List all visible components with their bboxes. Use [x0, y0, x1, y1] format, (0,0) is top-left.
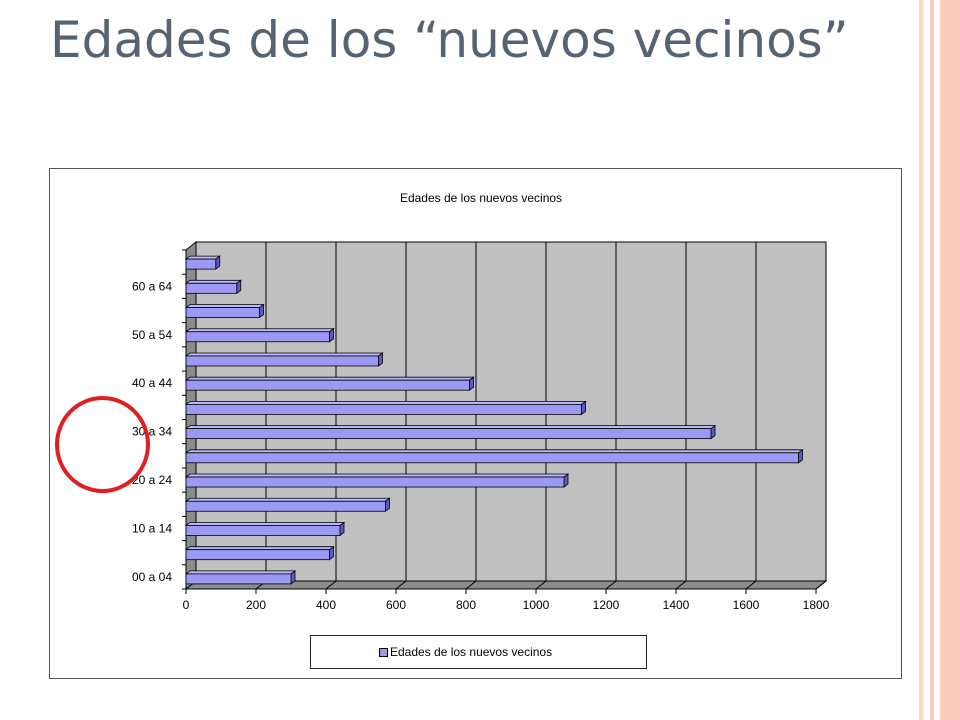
x-tick-label: 1000	[523, 598, 550, 612]
decorative-stripe	[940, 0, 960, 720]
x-tick-label: 1200	[593, 598, 620, 612]
bar-top-face	[184, 255, 221, 260]
bar-top-face	[184, 497, 391, 502]
x-tick-label: 0	[183, 598, 190, 612]
plot-side-wall	[185, 240, 197, 591]
x-tick-label: 1400	[663, 598, 690, 612]
chart-frame: Edades de los nuevos vecinos 0 200 400 600 80…	[49, 168, 902, 679]
bar	[185, 573, 292, 585]
bar	[185, 258, 217, 270]
bar	[185, 549, 330, 561]
legend-label: Edades de los nuevos vecinos	[390, 645, 553, 659]
x-tick-label: 200	[246, 598, 266, 612]
gridline-floor	[395, 580, 407, 590]
chart-legend: Edades de los nuevos vecinos	[310, 635, 647, 669]
decorative-stripe	[919, 0, 923, 720]
bar-top-face	[184, 328, 335, 333]
bar-top-face	[184, 425, 717, 430]
bar	[185, 282, 238, 294]
y-tick-label: 10 a 14	[132, 521, 172, 535]
gridline-floor	[815, 580, 827, 590]
x-tick-label: 400	[316, 598, 336, 612]
x-tick-label: 1800	[803, 598, 830, 612]
x-tick-label: 800	[456, 598, 476, 612]
bar-top-face	[184, 304, 265, 308]
y-tick-label: 50 a 54	[132, 328, 172, 342]
chart-title: Edades de los nuevos vecinos	[400, 191, 562, 205]
bar-chart: Edades de los nuevos vecinos 0 200 400 600 80…	[132, 191, 830, 612]
gridline-floor	[465, 580, 477, 590]
bar	[185, 500, 386, 512]
y-tick-label: 00 a 04	[132, 570, 172, 584]
bar-top-face	[184, 400, 587, 405]
bar-top-face	[184, 522, 346, 526]
bar-top-face	[184, 473, 570, 478]
bar-top-face	[184, 449, 804, 454]
gridline-floor	[745, 580, 757, 590]
bar	[185, 331, 330, 343]
bar-top-face	[184, 376, 475, 381]
x-tick-label: 1600	[733, 598, 760, 612]
bar	[185, 452, 799, 464]
highlight-circle	[55, 396, 150, 493]
decorative-stripe	[930, 0, 934, 720]
y-tick-label: 60 a 64	[132, 279, 172, 293]
bar	[185, 379, 470, 391]
bar	[185, 403, 582, 415]
bar-top-face	[184, 279, 242, 284]
bar-top-face	[184, 352, 384, 357]
bar	[185, 355, 379, 367]
bar	[185, 428, 712, 440]
gridline-floor	[605, 580, 617, 590]
bar	[185, 476, 565, 488]
bar	[185, 307, 260, 318]
x-tick-label: 600	[386, 598, 406, 612]
bar-top-face	[184, 546, 335, 551]
bar	[185, 525, 341, 536]
slide-title: Edades de los “nuevos vecinos”	[50, 11, 849, 69]
y-tick-label: 20 a 24	[132, 473, 172, 487]
legend-swatch	[379, 647, 388, 657]
gridline-floor	[535, 580, 547, 590]
gridline-floor	[325, 580, 337, 590]
y-tick-label: 40 a 44	[132, 376, 172, 390]
gridline-floor	[675, 580, 687, 590]
bar-top-face	[184, 570, 297, 575]
